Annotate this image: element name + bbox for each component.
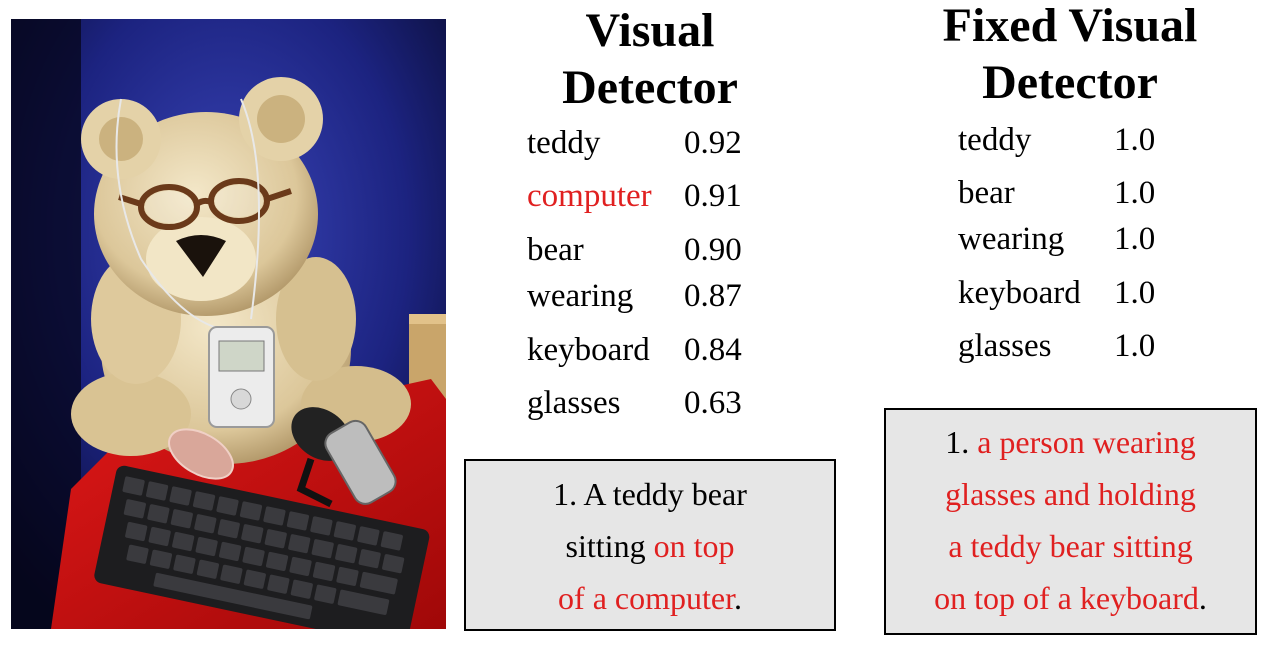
caption-segment-highlight: a person wearing (977, 424, 1196, 460)
detection-word: bear (527, 232, 584, 268)
caption-segment: 1. A teddy bear (553, 476, 747, 512)
detection-score: 0.63 (684, 385, 742, 421)
caption-line: of a computer. (466, 572, 834, 624)
visual-detector-caption: 1. A teddy bear sitting on top of a comp… (464, 459, 836, 631)
caption-segment: sitting (565, 528, 654, 564)
detection-score: 0.92 (684, 125, 742, 161)
detection-score: 1.0 (1114, 175, 1156, 211)
caption-line: glasses and holding (886, 468, 1255, 520)
detection-score: 1.0 (1114, 328, 1156, 364)
detection-word: glasses (958, 328, 1052, 364)
caption-segment: . (733, 580, 742, 616)
detection-word: teddy (958, 122, 1032, 158)
detection-word: wearing (958, 221, 1065, 257)
fixed-visual-detector-heading: Fixed Visual Detector (895, 0, 1245, 111)
caption-segment-highlight: on top of a keyboard (934, 580, 1199, 616)
heading-line: Fixed Visual (942, 0, 1198, 52)
caption-segment: 1. (945, 424, 978, 460)
heading-line: Detector (982, 56, 1158, 109)
heading-line: Visual (585, 4, 715, 57)
caption-segment-highlight: a teddy bear sitting (948, 528, 1193, 564)
detection-word: bear (958, 175, 1015, 211)
caption-line: on top of a keyboard. (886, 572, 1255, 624)
detection-word: glasses (527, 385, 621, 421)
teddy-bear-photo (11, 19, 446, 629)
caption-segment-highlight: on top (653, 528, 735, 564)
caption-line: a teddy bear sitting (886, 520, 1255, 572)
caption-line: 1. a person wearing (886, 416, 1255, 468)
caption-segment-highlight: glasses and holding (945, 476, 1196, 512)
caption-segment: . (1198, 580, 1207, 616)
caption-line: 1. A teddy bear (466, 468, 834, 520)
detection-word: keyboard (958, 275, 1081, 311)
detection-word: computer (527, 178, 652, 214)
detection-score: 1.0 (1114, 122, 1156, 158)
detection-word: wearing (527, 278, 634, 314)
caption-line: sitting on top (466, 520, 834, 572)
detection-word: keyboard (527, 332, 650, 368)
detection-score: 0.91 (684, 178, 742, 214)
detection-word: teddy (527, 125, 601, 161)
detection-score: 1.0 (1114, 221, 1156, 257)
caption-segment-highlight: of a computer (558, 580, 734, 616)
detection-score: 0.84 (684, 332, 742, 368)
detection-score: 0.90 (684, 232, 742, 268)
detection-score: 0.87 (684, 278, 742, 314)
heading-line: Detector (562, 61, 738, 114)
visual-detector-heading: Visual Detector (505, 2, 795, 116)
detection-score: 1.0 (1114, 275, 1156, 311)
fixed-visual-detector-caption: 1. a person wearing glasses and holding … (884, 408, 1257, 635)
